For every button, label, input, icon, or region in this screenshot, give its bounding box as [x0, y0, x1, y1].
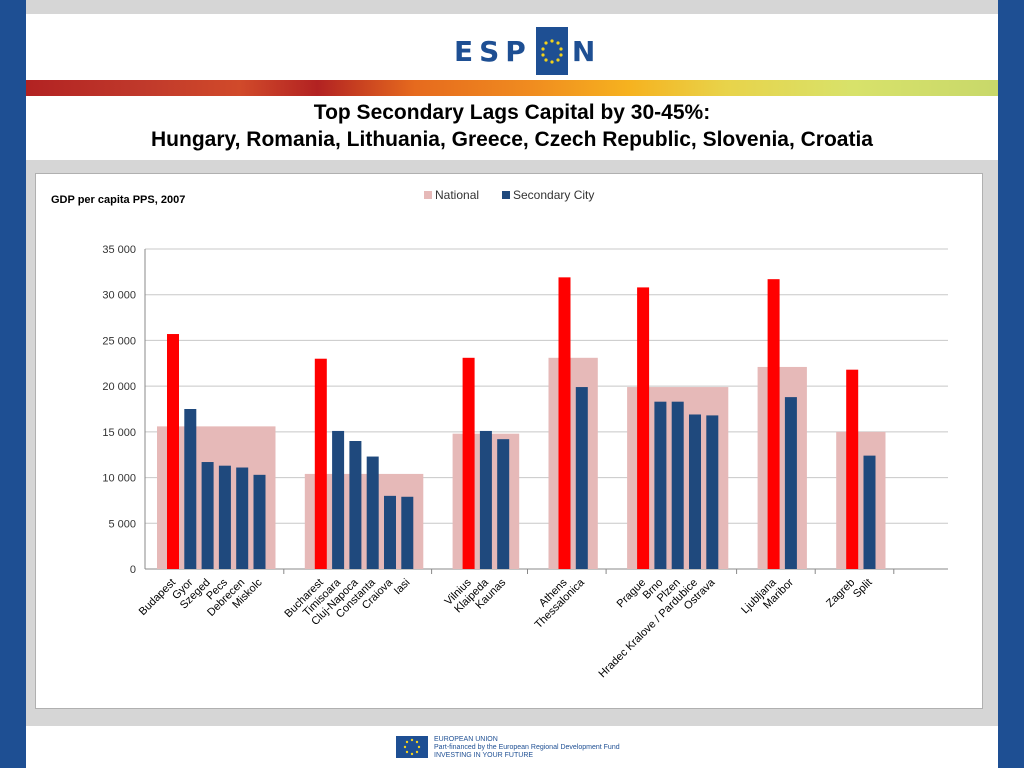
gdp-chart: GDP per capita PPS, 2007 National Secondar…: [51, 188, 948, 680]
eu-line-1: EUROPEAN UNION: [434, 736, 498, 743]
secondary-city-bar: [349, 441, 362, 569]
secondary-city-bar: [671, 401, 684, 569]
legend-swatch-secondary: [502, 191, 510, 199]
legend-label-national: National: [435, 188, 479, 202]
secondary-city-bar: [384, 495, 396, 569]
secondary-city-bar: [479, 430, 492, 569]
secondary-city-bar: [332, 430, 345, 569]
secondary-city-bar: [401, 496, 414, 569]
secondary-city-bar: [654, 401, 667, 569]
map-banner: [26, 80, 998, 96]
secondary-city-bar: [366, 456, 379, 569]
secondary-city-bar: [784, 397, 797, 569]
national-bar: [757, 366, 807, 569]
secondary-city-bar: [575, 387, 588, 569]
y-tick-label: 15 000: [102, 427, 136, 439]
espon-logo: ESP N: [454, 27, 601, 75]
eu-funding-text: EUROPEAN UNION Part-financed by the Euro…: [434, 736, 620, 760]
secondary-city-bar: [184, 409, 197, 569]
capital-bar: [314, 358, 327, 569]
y-tick-label: 30 000: [102, 290, 136, 302]
logo-text-right: N: [571, 34, 602, 68]
right-brand-bar: [998, 0, 1024, 768]
chart-title: GDP per capita PPS, 2007: [51, 194, 185, 206]
chart-frame: GDP per capita PPS, 2007 National Secondar…: [35, 173, 983, 709]
y-tick-label: 5 000: [108, 518, 136, 530]
national-bar: [548, 357, 598, 569]
left-brand-bar: [0, 0, 26, 768]
capital-bar: [846, 369, 859, 569]
secondary-city-bar: [253, 474, 266, 569]
capital-bar: [637, 287, 650, 569]
top-strip: [26, 0, 998, 14]
secondary-city-bar: [497, 439, 510, 569]
secondary-city-bar: [863, 455, 876, 569]
secondary-city-bar: [236, 467, 249, 569]
capital-bar: [558, 277, 571, 569]
y-tick-label: 25 000: [102, 335, 136, 347]
secondary-city-bar: [218, 465, 231, 569]
header: ESP N: [26, 14, 998, 80]
capital-bar: [167, 334, 179, 569]
y-tick-label: 35 000: [102, 244, 136, 256]
title-line-1: Top Secondary Lags Capital by 30-45%:: [313, 101, 711, 124]
capital-bar: [462, 357, 475, 569]
legend-label-secondary: Secondary City: [513, 188, 594, 202]
capital-bar: [767, 279, 780, 569]
secondary-city-bar: [201, 462, 214, 569]
eu-flag-icon: [396, 736, 428, 758]
eu-line-2: Part-financed by the European Regional D…: [434, 744, 620, 751]
national-bar: [836, 431, 886, 569]
y-tick-label: 10 000: [102, 473, 136, 485]
eu-line-3: INVESTING IN YOUR FUTURE: [434, 752, 534, 759]
x-tick-label: Iasi: [392, 577, 413, 598]
x-tick-label: Split: [851, 577, 875, 601]
x-tick-label: Budapest: [137, 577, 178, 618]
y-tick-label: 0: [130, 564, 136, 576]
title-line-2: Hungary, Romania, Lithuania, Greece, Cze…: [151, 128, 873, 151]
secondary-city-bar: [689, 414, 701, 569]
eu-stars-icon: [535, 27, 568, 75]
logo-text-left: ESP: [454, 34, 532, 68]
footer: EUROPEAN UNION Part-financed by the Euro…: [26, 726, 998, 768]
slide-title: Top Secondary Lags Capital by 30-45%: Hu…: [26, 96, 998, 160]
secondary-city-bar: [706, 415, 719, 569]
legend-swatch-national: [424, 191, 432, 199]
y-tick-label: 20 000: [102, 381, 136, 393]
